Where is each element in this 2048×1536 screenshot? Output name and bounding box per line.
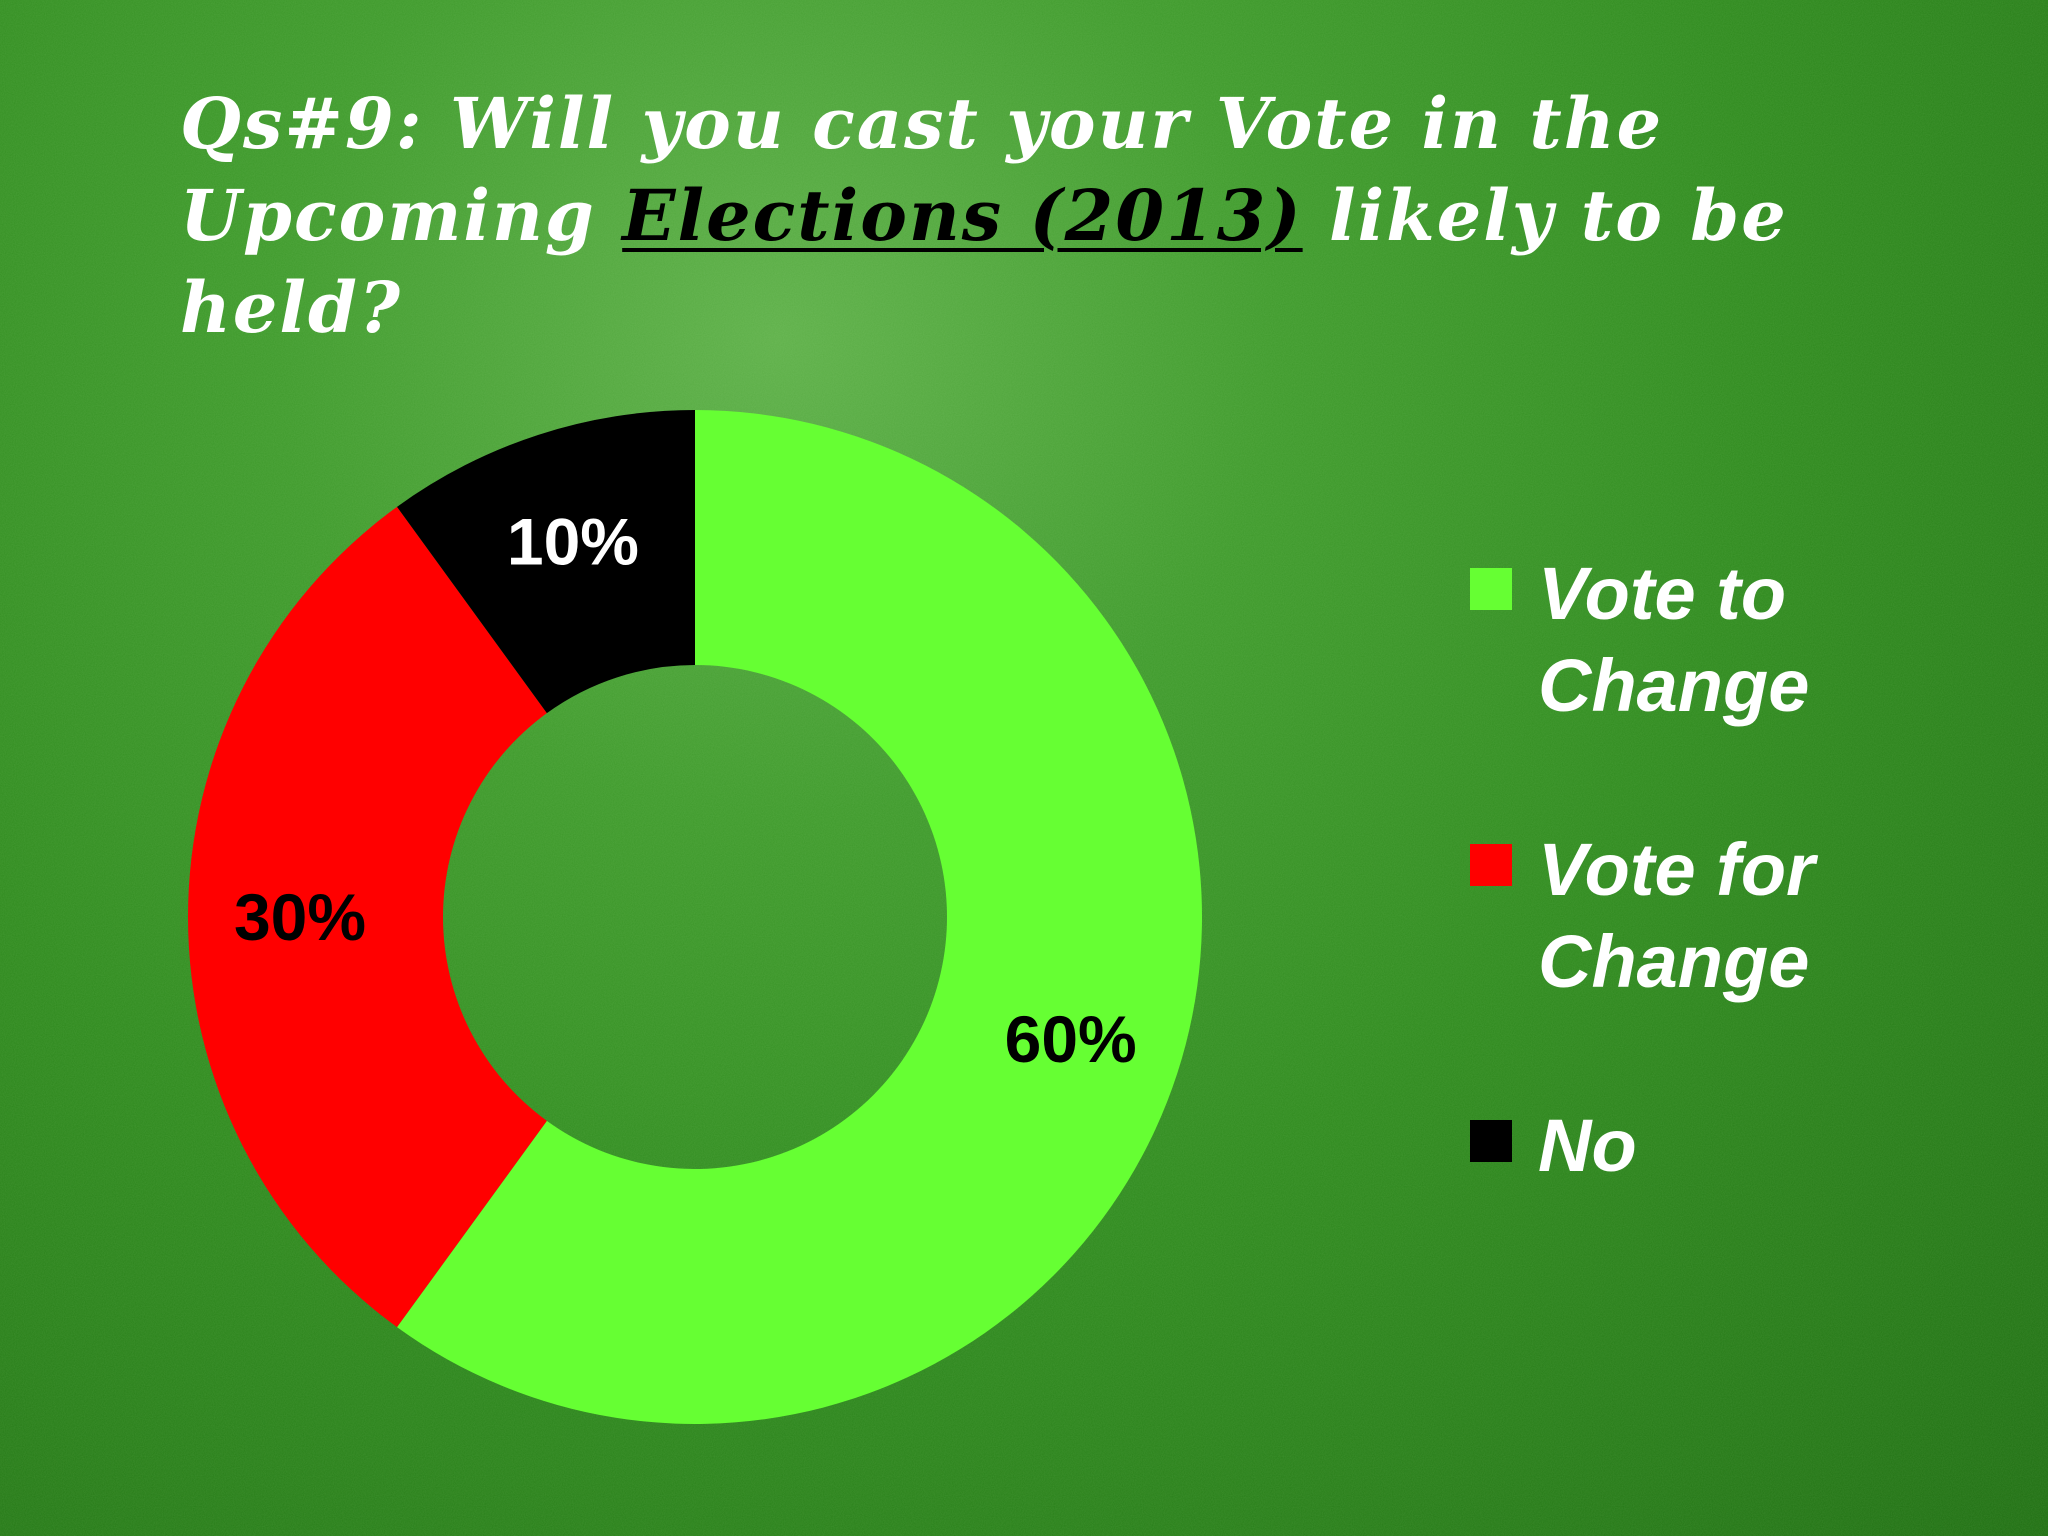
legend-label-0: Vote to Change: [1538, 552, 1810, 727]
chart-legend: Vote to Change Vote for Change No: [1470, 548, 1990, 1192]
title-text-emphasis: Elections (2013): [622, 174, 1303, 257]
legend-item-0: Vote to Change: [1470, 548, 1990, 732]
title-text-suffix: likely to be held?: [180, 174, 1788, 349]
donut-slice-2: [396, 410, 695, 714]
data-label-2: 10%: [507, 504, 639, 578]
legend-swatch-1: [1470, 844, 1512, 886]
title-text-prefix: Qs#9: Will you cast your Vote in the Upc…: [180, 82, 1664, 257]
legend-swatch-0: [1470, 568, 1512, 610]
legend-swatch-2: [1470, 1120, 1512, 1162]
legend-item-1: Vote for Change: [1470, 824, 1990, 1008]
data-label-1: 30%: [234, 880, 366, 954]
legend-label-1: Vote for Change: [1538, 828, 1815, 1003]
donut-slice-0: [396, 410, 1202, 1425]
data-label-0: 60%: [1005, 1002, 1137, 1076]
legend-item-2: No: [1470, 1100, 1990, 1192]
donut-slice-1: [187, 506, 547, 1328]
chart-title: Qs#9: Will you cast your Vote in the Upc…: [180, 78, 1940, 354]
legend-label-2: No: [1538, 1104, 1637, 1187]
